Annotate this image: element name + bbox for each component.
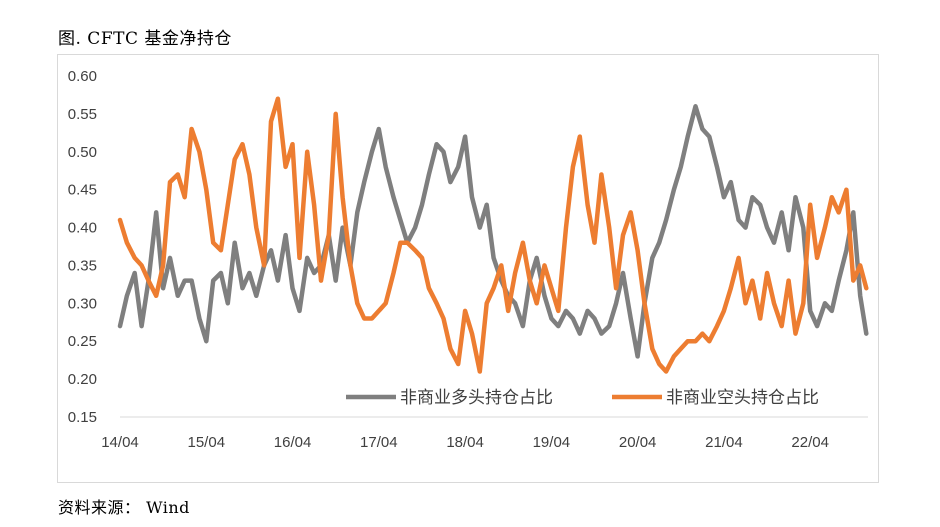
x-axis: 14/04 15/04 16/04 17/04 18/04 19/04 20/04 21/04…: [101, 434, 829, 451]
x-tick-label: 14/04: [101, 434, 139, 451]
series-line-short: [117, 96, 869, 374]
x-tick-label: 17/04: [360, 434, 398, 451]
x-tick-label: 22/04: [791, 434, 829, 451]
x-tick-label: 19/04: [533, 434, 571, 451]
chart-frame: [57, 54, 879, 483]
y-tick-label: 0.25: [68, 333, 97, 350]
legend: 非商业多头持仓占比 非商业空头持仓占比: [346, 388, 819, 407]
y-tick-label: 0.50: [68, 144, 97, 161]
series-layer: [117, 96, 869, 374]
y-tick-label: 0.60: [68, 68, 97, 85]
y-tick-label: 0.30: [68, 295, 97, 312]
legend-label: 非商业空头持仓占比: [666, 388, 819, 407]
y-axis: 0.60 0.55 0.50 0.45 0.40 0.35 0.30 0.25 0.20 0.15: [68, 68, 97, 426]
x-tick-label: 16/04: [274, 434, 312, 451]
x-tick-label: 20/04: [619, 434, 657, 451]
y-tick-label: 0.35: [68, 257, 97, 274]
source-note: 资料来源： Wind: [58, 498, 190, 517]
y-tick-label: 0.20: [68, 371, 97, 388]
x-tick-label: 18/04: [446, 434, 484, 451]
y-tick-label: 0.40: [68, 220, 97, 237]
legend-label: 非商业多头持仓占比: [400, 388, 553, 407]
series-line-long: [117, 104, 869, 359]
y-tick-label: 0.15: [68, 409, 97, 426]
y-tick-label: 0.45: [68, 182, 97, 199]
x-tick-label: 21/04: [705, 434, 743, 451]
figure-title: 图. CFTC 基金净持仓: [58, 29, 232, 49]
x-tick-label: 15/04: [188, 434, 226, 451]
y-tick-label: 0.55: [68, 106, 97, 123]
